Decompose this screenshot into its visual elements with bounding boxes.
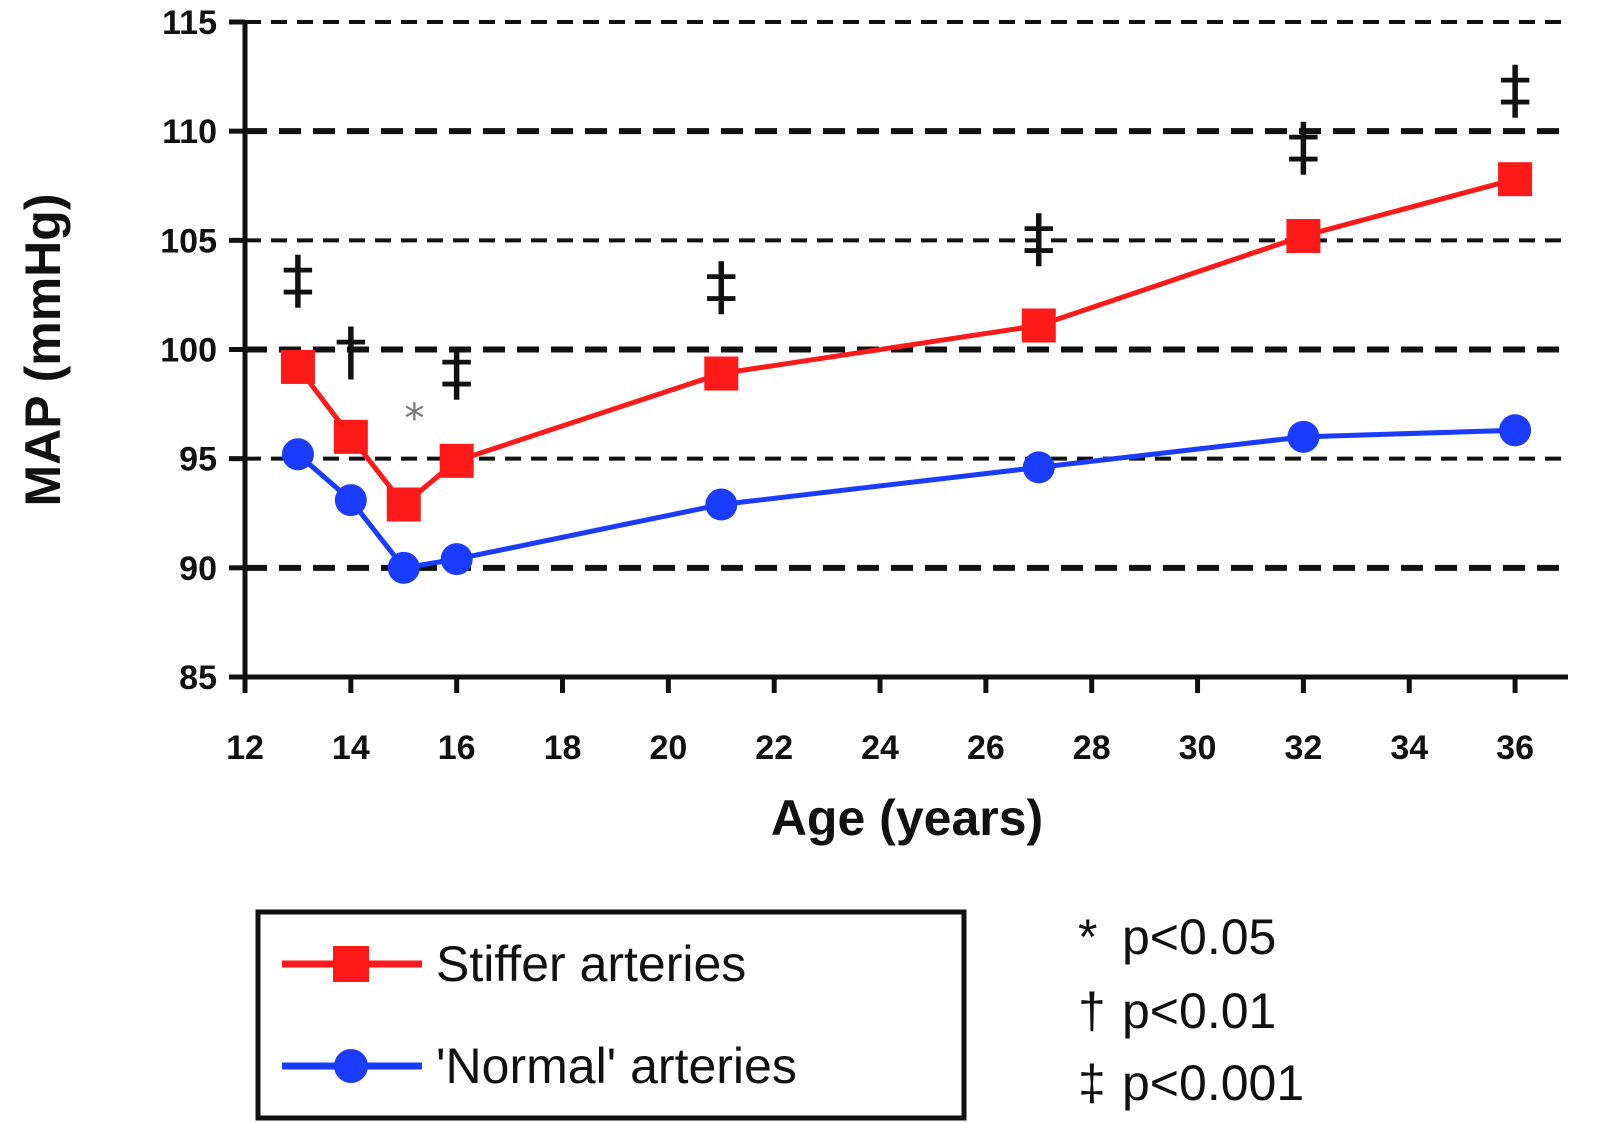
sig-label-p001: p<0.001 — [1122, 1055, 1304, 1111]
significance-annotations: ‡ † * ‡ ‡ ‡ ‡ ‡ — [282, 54, 1531, 442]
grid-lines — [245, 20, 1568, 571]
annotation-5: ‡ — [1023, 202, 1055, 276]
sig-symbol-p05: * — [1078, 909, 1097, 965]
series-0-point-1 — [333, 419, 368, 454]
x-axis-title: Age (years) — [771, 790, 1043, 846]
series-1-point-0 — [281, 438, 314, 471]
y-tick-label-105: 105 — [160, 222, 217, 260]
series-1-point-5 — [1022, 451, 1055, 484]
y-tick-label-115: 115 — [162, 4, 217, 42]
legend-swatch-marker-stiffer — [333, 946, 369, 982]
x-tick-label-30: 30 — [1179, 729, 1217, 767]
x-tick-label-12: 12 — [226, 729, 264, 767]
y-tick-label-85: 85 — [179, 659, 217, 697]
x-tick-label-14: 14 — [332, 729, 370, 767]
series-1-point-2 — [387, 551, 420, 584]
axes — [229, 19, 1568, 693]
x-tick-label-16: 16 — [438, 729, 476, 767]
legend-swatch-marker-normal — [334, 1049, 368, 1083]
series-1-point-3 — [440, 543, 473, 576]
annotation-2: * — [404, 396, 424, 442]
y-axis-title: MAP (mmHg) — [15, 194, 71, 507]
series-0-point-3 — [439, 443, 474, 478]
series-1-point-6 — [1287, 420, 1320, 453]
annotation-4: ‡ — [705, 250, 737, 324]
x-tick-label-34: 34 — [1390, 729, 1428, 767]
series-1-point-7 — [1499, 414, 1532, 447]
sig-label-p05: p<0.05 — [1122, 909, 1276, 965]
sig-symbol-p001: ‡ — [1078, 1055, 1106, 1111]
x-tick-label-24: 24 — [861, 729, 899, 767]
series-line-0 — [295, 176, 1516, 508]
legend-label-stiffer: Stiffer arteries — [436, 936, 746, 992]
y-tick-label-95: 95 — [179, 441, 217, 479]
series-legend: Stiffer arteries 'Normal' arteries — [255, 909, 967, 1121]
series-0-point-0 — [280, 349, 315, 384]
significance-legend: * p<0.05 † p<0.01 ‡ p<0.001 — [1078, 909, 1304, 1111]
y-tick-label-110: 110 — [162, 113, 217, 151]
data-series — [280, 162, 1533, 584]
series-1-point-1 — [334, 484, 367, 517]
x-tick-label-18: 18 — [544, 729, 582, 767]
annotation-1: † — [335, 316, 367, 390]
legend-frame — [255, 909, 967, 1121]
x-tick-label-20: 20 — [649, 729, 687, 767]
sig-symbol-p01: † — [1078, 983, 1106, 1039]
series-0-point-6 — [1286, 218, 1321, 253]
y-tick-label-100: 100 — [160, 332, 217, 370]
annotation-6: ‡ — [1287, 110, 1319, 184]
annotation-3: ‡ — [441, 335, 473, 409]
series-0-point-4 — [704, 356, 739, 391]
annotation-0: ‡ — [282, 244, 314, 318]
tick-labels: 85 90 95 100 105 110 115 12 14 16 18 20 22 24 26 28 30 32… — [160, 4, 1534, 767]
x-tick-label-22: 22 — [755, 729, 793, 767]
series-1-point-4 — [705, 488, 738, 521]
series-0-point-5 — [1021, 308, 1056, 343]
sig-label-p01: p<0.01 — [1122, 983, 1276, 1039]
series-0-point-2 — [386, 487, 421, 522]
x-tick-label-28: 28 — [1073, 729, 1111, 767]
x-tick-label-36: 36 — [1496, 729, 1534, 767]
series-0-point-7 — [1498, 162, 1533, 197]
x-tick-label-32: 32 — [1284, 729, 1322, 767]
legend-label-normal: 'Normal' arteries — [436, 1038, 797, 1094]
annotation-7: ‡ — [1499, 54, 1531, 128]
y-tick-label-90: 90 — [179, 550, 217, 588]
x-tick-label-26: 26 — [967, 729, 1005, 767]
